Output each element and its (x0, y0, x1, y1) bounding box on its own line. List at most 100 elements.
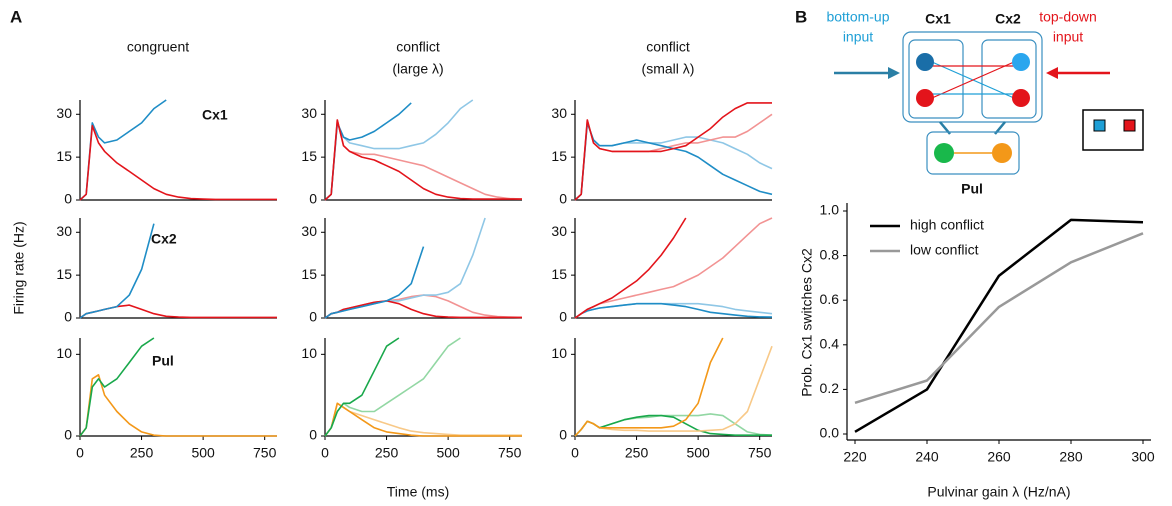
input-label: top-down (1039, 9, 1097, 25)
y-tick-label: 0.4 (820, 336, 840, 352)
input-label: bottom-up (826, 9, 889, 25)
series-line (324, 246, 425, 319)
series-line (79, 374, 277, 437)
y-tick-label: 0.8 (820, 246, 840, 262)
area-box (902, 31, 1043, 123)
series-line (574, 217, 687, 319)
series-line (574, 302, 773, 319)
legend-label: low conflict (910, 242, 979, 258)
y-tick-label: 30 (56, 223, 72, 239)
area-box (981, 39, 1037, 119)
x-tick-label: 0 (76, 445, 84, 461)
area-label: Cx2 (995, 11, 1021, 27)
y-tick-label: 0 (64, 309, 72, 325)
x-tick-label: 0 (571, 445, 579, 461)
series-line (854, 232, 1144, 404)
legend-label: high conflict (910, 217, 984, 233)
y-tick-label: 0 (64, 427, 72, 443)
y-tick-label: 0.6 (820, 291, 840, 307)
y-tick-label: 15 (56, 148, 72, 164)
series-line (324, 402, 522, 437)
neuron (916, 53, 934, 71)
y-tick-label: 0.2 (820, 380, 840, 396)
series-line (854, 218, 1144, 433)
series-line (324, 102, 412, 201)
input-label: input (1053, 29, 1083, 45)
column-title: (large λ) (392, 61, 443, 77)
neuron (1012, 53, 1030, 71)
y-axis-label: Firing rate (Hz) (11, 221, 27, 314)
y-tick-label: 10 (551, 345, 567, 361)
circuit-diagram: bottom-up input top-down input Cx1 Cx2 P… (826, 9, 1144, 197)
x-tick-label: 0 (321, 445, 329, 461)
column-title: conflict (646, 39, 690, 55)
area-box (926, 131, 1020, 175)
x-tick-label: 500 (436, 445, 460, 461)
y-tick-label: 0 (559, 427, 567, 443)
series-line (324, 217, 486, 319)
y-tick-label: 30 (301, 105, 317, 121)
x-tick-label: 750 (748, 445, 772, 461)
panel-label: B (795, 7, 807, 26)
series-line (79, 124, 277, 201)
series-line (324, 119, 522, 201)
y-tick-label: 10 (56, 345, 72, 361)
series-line (79, 223, 155, 319)
series-line (324, 337, 461, 437)
row-label: Pul (152, 353, 174, 369)
x-tick-label: 260 (987, 449, 1011, 465)
y-tick-label: 10 (301, 345, 317, 361)
column-title: congruent (127, 39, 189, 55)
y-tick-label: 30 (551, 223, 567, 239)
y-tick-label: 30 (301, 223, 317, 239)
series-line (79, 337, 155, 437)
y-tick-label: 30 (551, 105, 567, 121)
y-tick-label: 0 (559, 191, 567, 207)
series-line (324, 300, 522, 319)
neuron (934, 143, 954, 163)
y-tick-label: 0 (309, 427, 317, 443)
x-tick-label: 250 (130, 445, 154, 461)
series-line (79, 99, 167, 201)
area-label: Cx1 (925, 11, 951, 27)
y-tick-label: 0.0 (820, 425, 840, 441)
input-label: input (843, 29, 873, 45)
x-tick-label: 750 (498, 445, 522, 461)
y-tick-label: 30 (56, 105, 72, 121)
x-tick-label: 280 (1059, 449, 1083, 465)
series-line (79, 304, 277, 319)
x-tick-label: 240 (915, 449, 939, 465)
x-tick-label: 220 (843, 449, 867, 465)
panel-label: A (10, 7, 22, 26)
x-tick-label: 750 (253, 445, 277, 461)
x-axis-label: Time (ms) (387, 484, 449, 500)
x-axis-label: Pulvinar gain λ (Hz/nA) (927, 484, 1070, 500)
stimulus (1093, 119, 1106, 132)
neuron (1012, 89, 1030, 107)
y-tick-label: 1.0 (820, 202, 840, 218)
arrowhead (888, 67, 900, 79)
series-line (574, 113, 773, 201)
arrowhead (1046, 67, 1058, 79)
series-line (324, 402, 522, 437)
y-tick-label: 0 (64, 191, 72, 207)
series-line (574, 345, 773, 437)
series-line (574, 102, 772, 201)
x-tick-label: 300 (1131, 449, 1155, 465)
stimulus-box (1082, 109, 1144, 151)
row-label: Cx2 (151, 231, 177, 247)
x-tick-label: 500 (686, 445, 710, 461)
x-tick-label: 500 (191, 445, 215, 461)
stimulus (1123, 119, 1136, 132)
row-label: Cx1 (202, 107, 228, 123)
area-box (908, 39, 964, 119)
column-title: conflict (396, 39, 440, 55)
column-title: (small λ) (642, 61, 695, 77)
y-axis-label: Prob. Cx1 switches Cx2 (799, 248, 815, 397)
y-tick-label: 0 (559, 309, 567, 325)
y-tick-label: 15 (301, 266, 317, 282)
y-tick-label: 15 (56, 266, 72, 282)
neuron (916, 89, 934, 107)
connection (931, 61, 1015, 99)
